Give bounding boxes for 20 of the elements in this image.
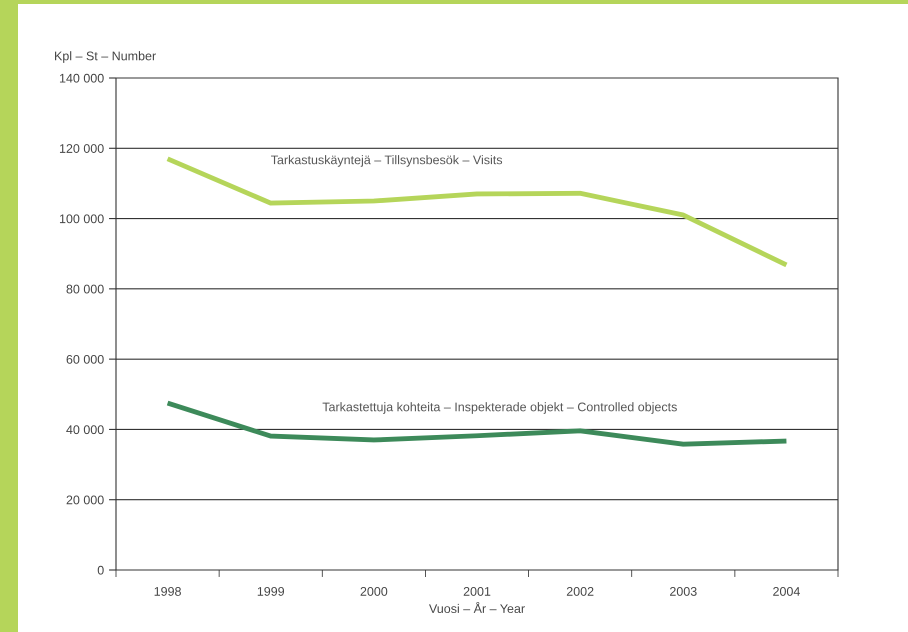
x-tick-label: 2001 [464, 586, 490, 596]
x-tick-label: 2003 [670, 586, 697, 596]
text: Tarkastuskäyntejä – Tillsynsbesök – Visits [270, 155, 502, 167]
y-tick-label: 20 000 [66, 496, 104, 504]
y-tick-label: 80 000 [66, 284, 104, 294]
x-tick-label: 1998 [154, 586, 181, 596]
x-axis-title: Vuosi – År – Year [428, 602, 525, 614]
x-tick-label: 2000 [360, 586, 388, 596]
y-tick-label: 60 000 [66, 354, 104, 364]
x-tick-label: 1999 [258, 586, 284, 596]
x-tick-label: 2002 [566, 586, 594, 596]
y-tick-label: 140 000 [60, 74, 104, 83]
y-tick-label: 0 [98, 566, 104, 575]
series-label: Tarkastettuja kohteita – Inspekterade objekt – Controlled objects [322, 402, 677, 414]
y-tick-label: 120 000 [60, 144, 104, 153]
y-tick-label: 40 000 [66, 425, 104, 434]
x-tick-label: 2004 [773, 586, 800, 596]
line-series [165, 156, 789, 268]
y-axis-title: Kpl – St – Number [55, 51, 156, 63]
y-tick-label: 100 000 [60, 214, 104, 224]
